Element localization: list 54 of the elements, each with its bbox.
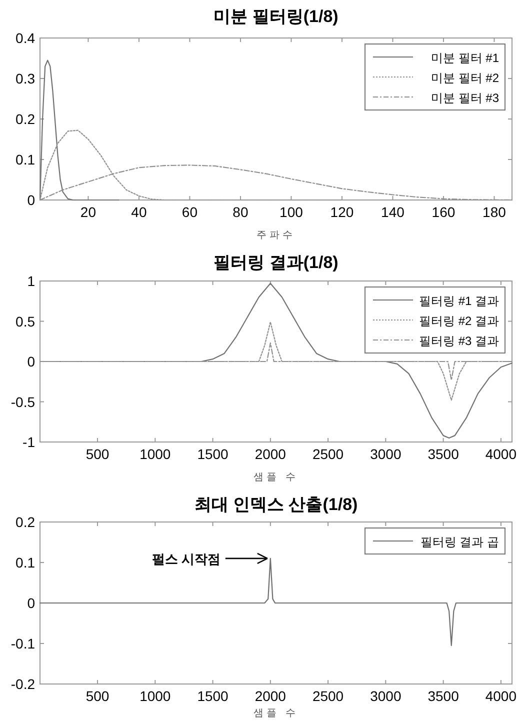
x-tick-label: 180	[482, 204, 506, 220]
y-tick-label: -1	[22, 434, 36, 450]
legend-label: 필터링 #2 결과	[418, 314, 499, 328]
x-tick-label: 2500	[312, 446, 344, 462]
y-tick-label: 0.1	[16, 554, 36, 570]
x-tick-label: 140	[381, 204, 405, 220]
x-tick-label: 20	[80, 204, 96, 220]
x-tick-label: 3500	[428, 446, 460, 462]
y-tick-label: 0.4	[16, 30, 36, 46]
x-tick-label: 60	[182, 204, 198, 220]
x-tick-label: 3500	[428, 688, 460, 704]
y-tick-label: -0.1	[10, 636, 36, 652]
x-tick-label: 1000	[140, 688, 171, 704]
x-tick-label: 2500	[312, 688, 344, 704]
x-tick-label: 1500	[197, 688, 229, 704]
legend-label: 미분 필터 #2	[430, 71, 500, 85]
legend-label: 필터링 #3 결과	[418, 334, 499, 348]
y-tick-label: 1	[27, 273, 36, 289]
y-tick-label: 0	[27, 192, 36, 208]
y-tick-label: -0.2	[10, 676, 36, 692]
x-tick-label: 3000	[370, 446, 402, 462]
y-tick-label: 0	[27, 595, 36, 611]
x-tick-label: 160	[432, 204, 456, 220]
x-tick-label: 2000	[254, 446, 286, 462]
x-tick-label: 1500	[197, 446, 229, 462]
y-tick-label: 0	[27, 354, 36, 370]
x-tick-label: 4000	[485, 688, 517, 704]
chart-title: 필터링 결과(1/8)	[214, 253, 338, 272]
legend-label: 필터링 결과 곱	[420, 535, 499, 549]
x-tick-label: 3000	[370, 688, 402, 704]
annotation: 펄스 시작점	[152, 551, 220, 566]
x-tick-label: 100	[280, 204, 304, 220]
x-tick-label: 120	[330, 204, 354, 220]
x-tick-label: 1000	[140, 446, 171, 462]
y-tick-label: 0.2	[16, 514, 36, 530]
y-tick-label: 0.3	[16, 70, 36, 86]
chart-title: 최대 인덱스 산출(1/8)	[194, 495, 358, 514]
legend-label: 미분 필터 #1	[430, 51, 500, 65]
x-tick-label: 500	[86, 446, 110, 462]
x-tick-label: 4000	[485, 446, 517, 462]
legend-label: 미분 필터 #3	[430, 91, 500, 105]
x-tick-label: 500	[86, 688, 110, 704]
x-tick-label: 80	[232, 204, 248, 220]
y-tick-label: -0.5	[10, 394, 36, 410]
chart-title: 미분 필터링(1/8)	[214, 7, 338, 26]
x-tick-label: 2000	[254, 688, 286, 704]
x-tick-label: 40	[131, 204, 147, 220]
y-tick-label: 0.2	[16, 111, 36, 127]
x-axis-title: 샘플 수	[254, 472, 298, 483]
x-axis-title: 주파수	[256, 230, 296, 241]
legend-label: 필터링 #1 결과	[418, 294, 499, 308]
x-axis-title: 샘플 수	[254, 708, 298, 719]
y-tick-label: 0.1	[16, 152, 36, 168]
y-tick-label: 0.5	[16, 313, 36, 330]
